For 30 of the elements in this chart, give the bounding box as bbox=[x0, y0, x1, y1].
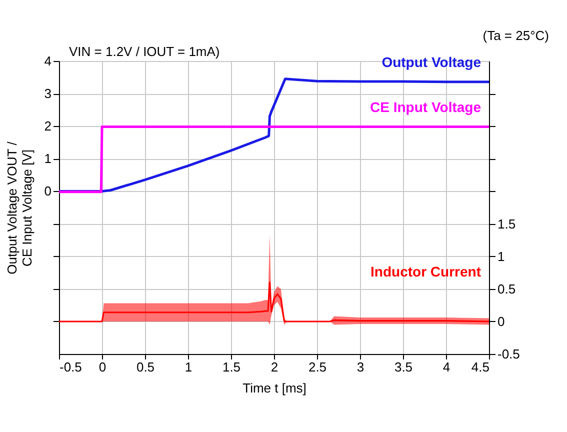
x-tick-label: 0.5 bbox=[136, 360, 155, 374]
x-tick-label: 3.5 bbox=[394, 360, 413, 374]
x-tick-label: -0.5 bbox=[60, 360, 82, 374]
text: Inductor Current bbox=[370, 263, 482, 280]
text: (Ta = 25°C) bbox=[482, 28, 549, 43]
y2-tick-label: -0.5 bbox=[498, 346, 520, 362]
x-tick-label: 2.5 bbox=[308, 360, 327, 374]
y2-tick-label: 0.5 bbox=[498, 281, 516, 296]
y-tick-label: 4 bbox=[44, 54, 52, 68]
y-tick-label: 0 bbox=[44, 184, 52, 199]
x-tick-label: 0 bbox=[98, 360, 106, 374]
y2-tick-label: 1.5 bbox=[498, 216, 516, 232]
x-axis-title: Time t [ms] bbox=[242, 380, 306, 396]
y-axis-title: Output Voltage VOUT / CE Input Voltage [V] bbox=[4, 141, 34, 274]
y2-tick-label: 1 bbox=[498, 248, 505, 264]
series-label: Output Voltage bbox=[382, 54, 482, 70]
x-tick-label: 4.5 bbox=[471, 360, 490, 374]
x-tick-label: 4 bbox=[442, 360, 450, 374]
y-tick-label: 1 bbox=[44, 151, 52, 166]
series-label: CE Input Voltage bbox=[370, 98, 482, 115]
x-tick-label: 1 bbox=[184, 360, 192, 374]
y2-tick-label: 0 bbox=[498, 314, 505, 329]
line-series bbox=[59, 282, 489, 322]
x-tick-label: 1.5 bbox=[222, 360, 241, 374]
x-tick-label: 3 bbox=[356, 360, 364, 374]
x-tick-label: 2 bbox=[270, 360, 278, 374]
text: VIN = 1.2V / IOUT = 1mA) bbox=[69, 44, 220, 59]
y-tick-label: 2 bbox=[44, 118, 52, 134]
line-series bbox=[59, 78, 489, 192]
y-tick-label: 3 bbox=[44, 86, 52, 102]
